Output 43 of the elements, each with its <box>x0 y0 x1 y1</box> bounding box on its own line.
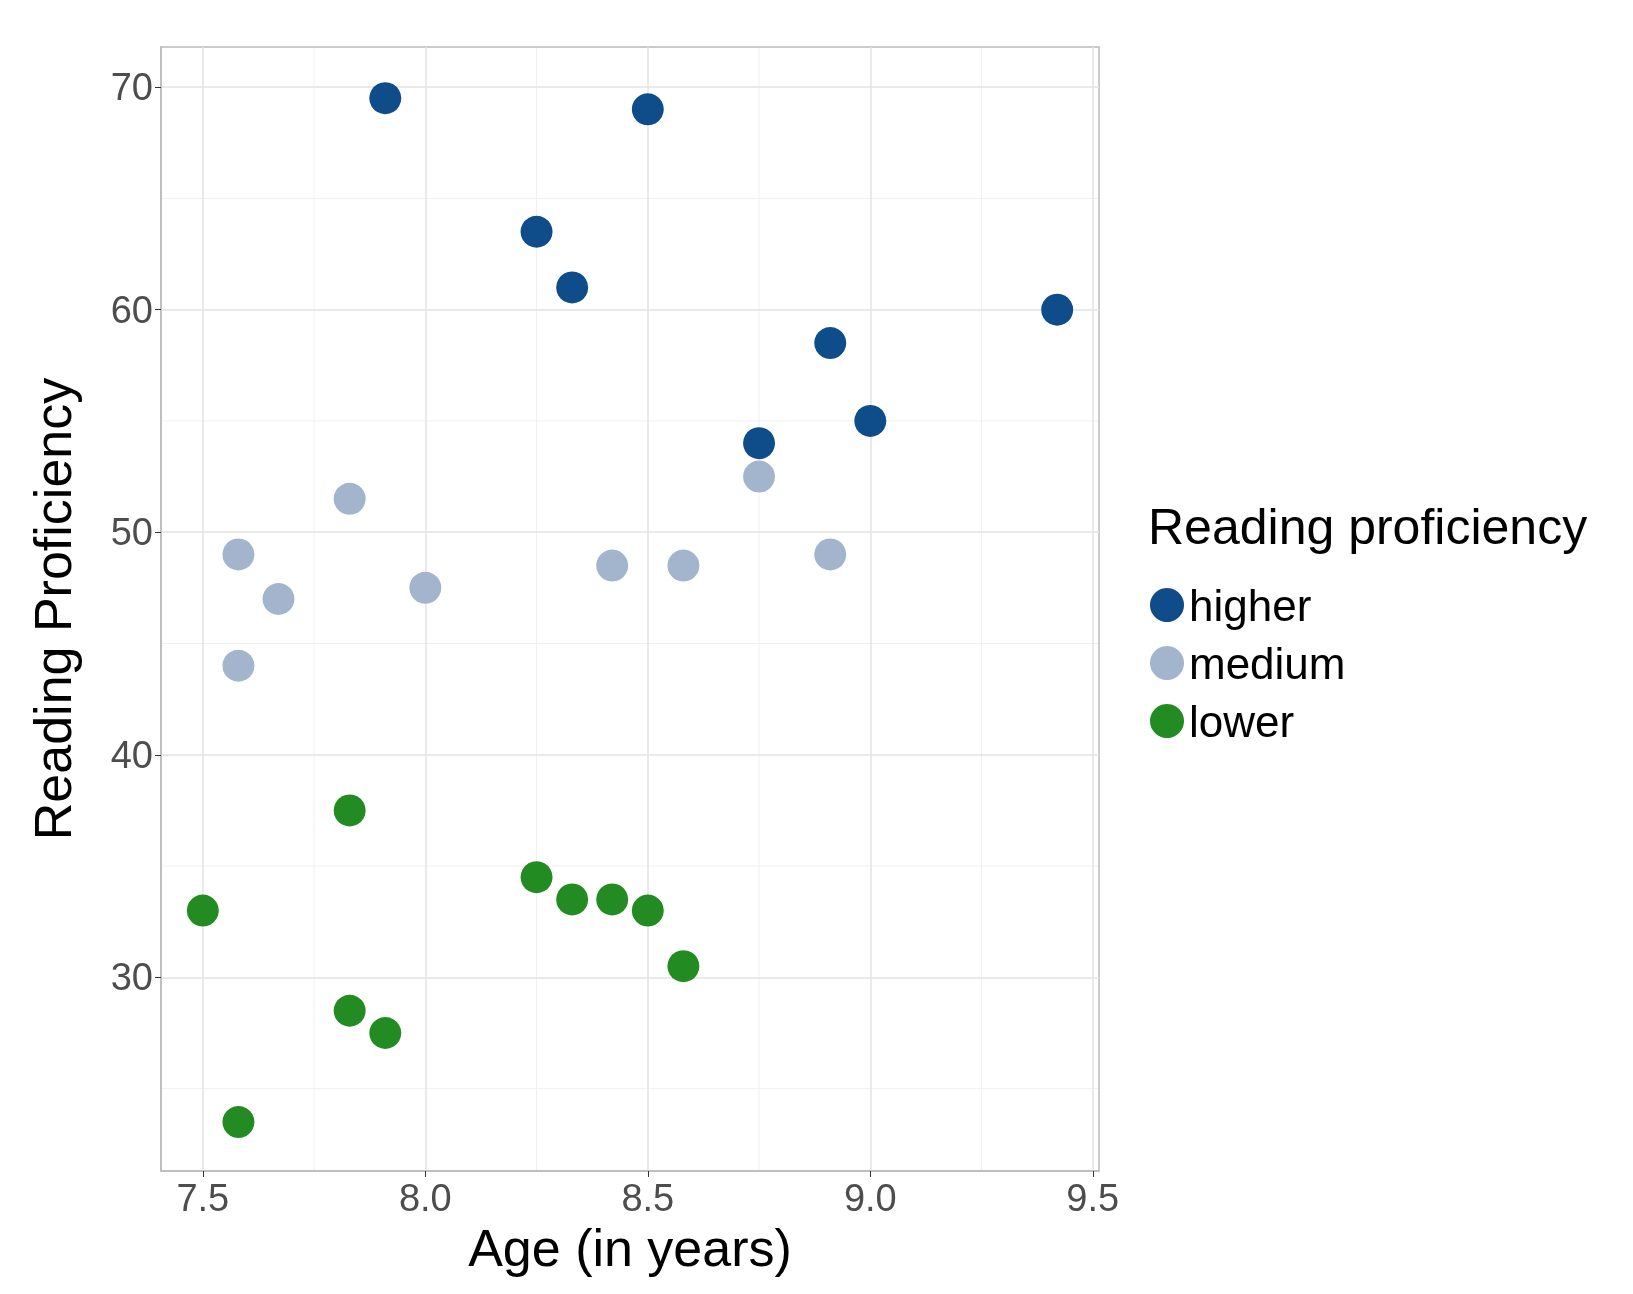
point <box>556 883 589 916</box>
point <box>743 427 776 460</box>
point <box>631 93 664 126</box>
x-tick-label: 9.5 <box>1066 1177 1120 1219</box>
point <box>333 994 366 1027</box>
point <box>667 950 700 983</box>
legend-label: medium <box>1189 638 1346 688</box>
point <box>369 82 402 115</box>
point <box>333 482 366 515</box>
point <box>222 538 255 571</box>
point <box>222 1106 255 1139</box>
y-tick-label: 30 <box>110 956 153 999</box>
point <box>596 883 629 916</box>
point <box>369 1017 402 1049</box>
x-tick-label: 7.5 <box>176 1177 230 1219</box>
point <box>631 894 664 927</box>
y-tick-label: 70 <box>110 66 153 109</box>
y-tick-label: 40 <box>110 733 153 776</box>
point <box>854 404 887 437</box>
y-tick-label: 60 <box>110 288 153 331</box>
point <box>743 460 776 493</box>
point <box>262 582 295 615</box>
point <box>556 271 589 304</box>
legend-label: higher <box>1189 580 1312 630</box>
x-tick-label: 8.5 <box>621 1177 675 1219</box>
legend-title: Reading proficiency <box>1148 499 1588 555</box>
x-tick-label: 8.0 <box>398 1177 452 1219</box>
y-axis-title: Reading Proficiency <box>24 377 82 841</box>
point <box>186 894 219 927</box>
legend-label: lower <box>1189 696 1295 746</box>
point <box>1041 293 1074 326</box>
point <box>520 861 553 894</box>
y-tick-label: 50 <box>110 511 153 554</box>
point <box>520 215 553 248</box>
point <box>333 794 366 827</box>
point <box>814 327 847 360</box>
point <box>814 538 847 571</box>
point <box>409 571 442 604</box>
point <box>222 649 255 682</box>
point <box>667 549 700 582</box>
x-axis-title: Age (in years) <box>468 1218 792 1277</box>
x-tick-label: 9.0 <box>843 1177 897 1219</box>
point <box>596 549 629 582</box>
